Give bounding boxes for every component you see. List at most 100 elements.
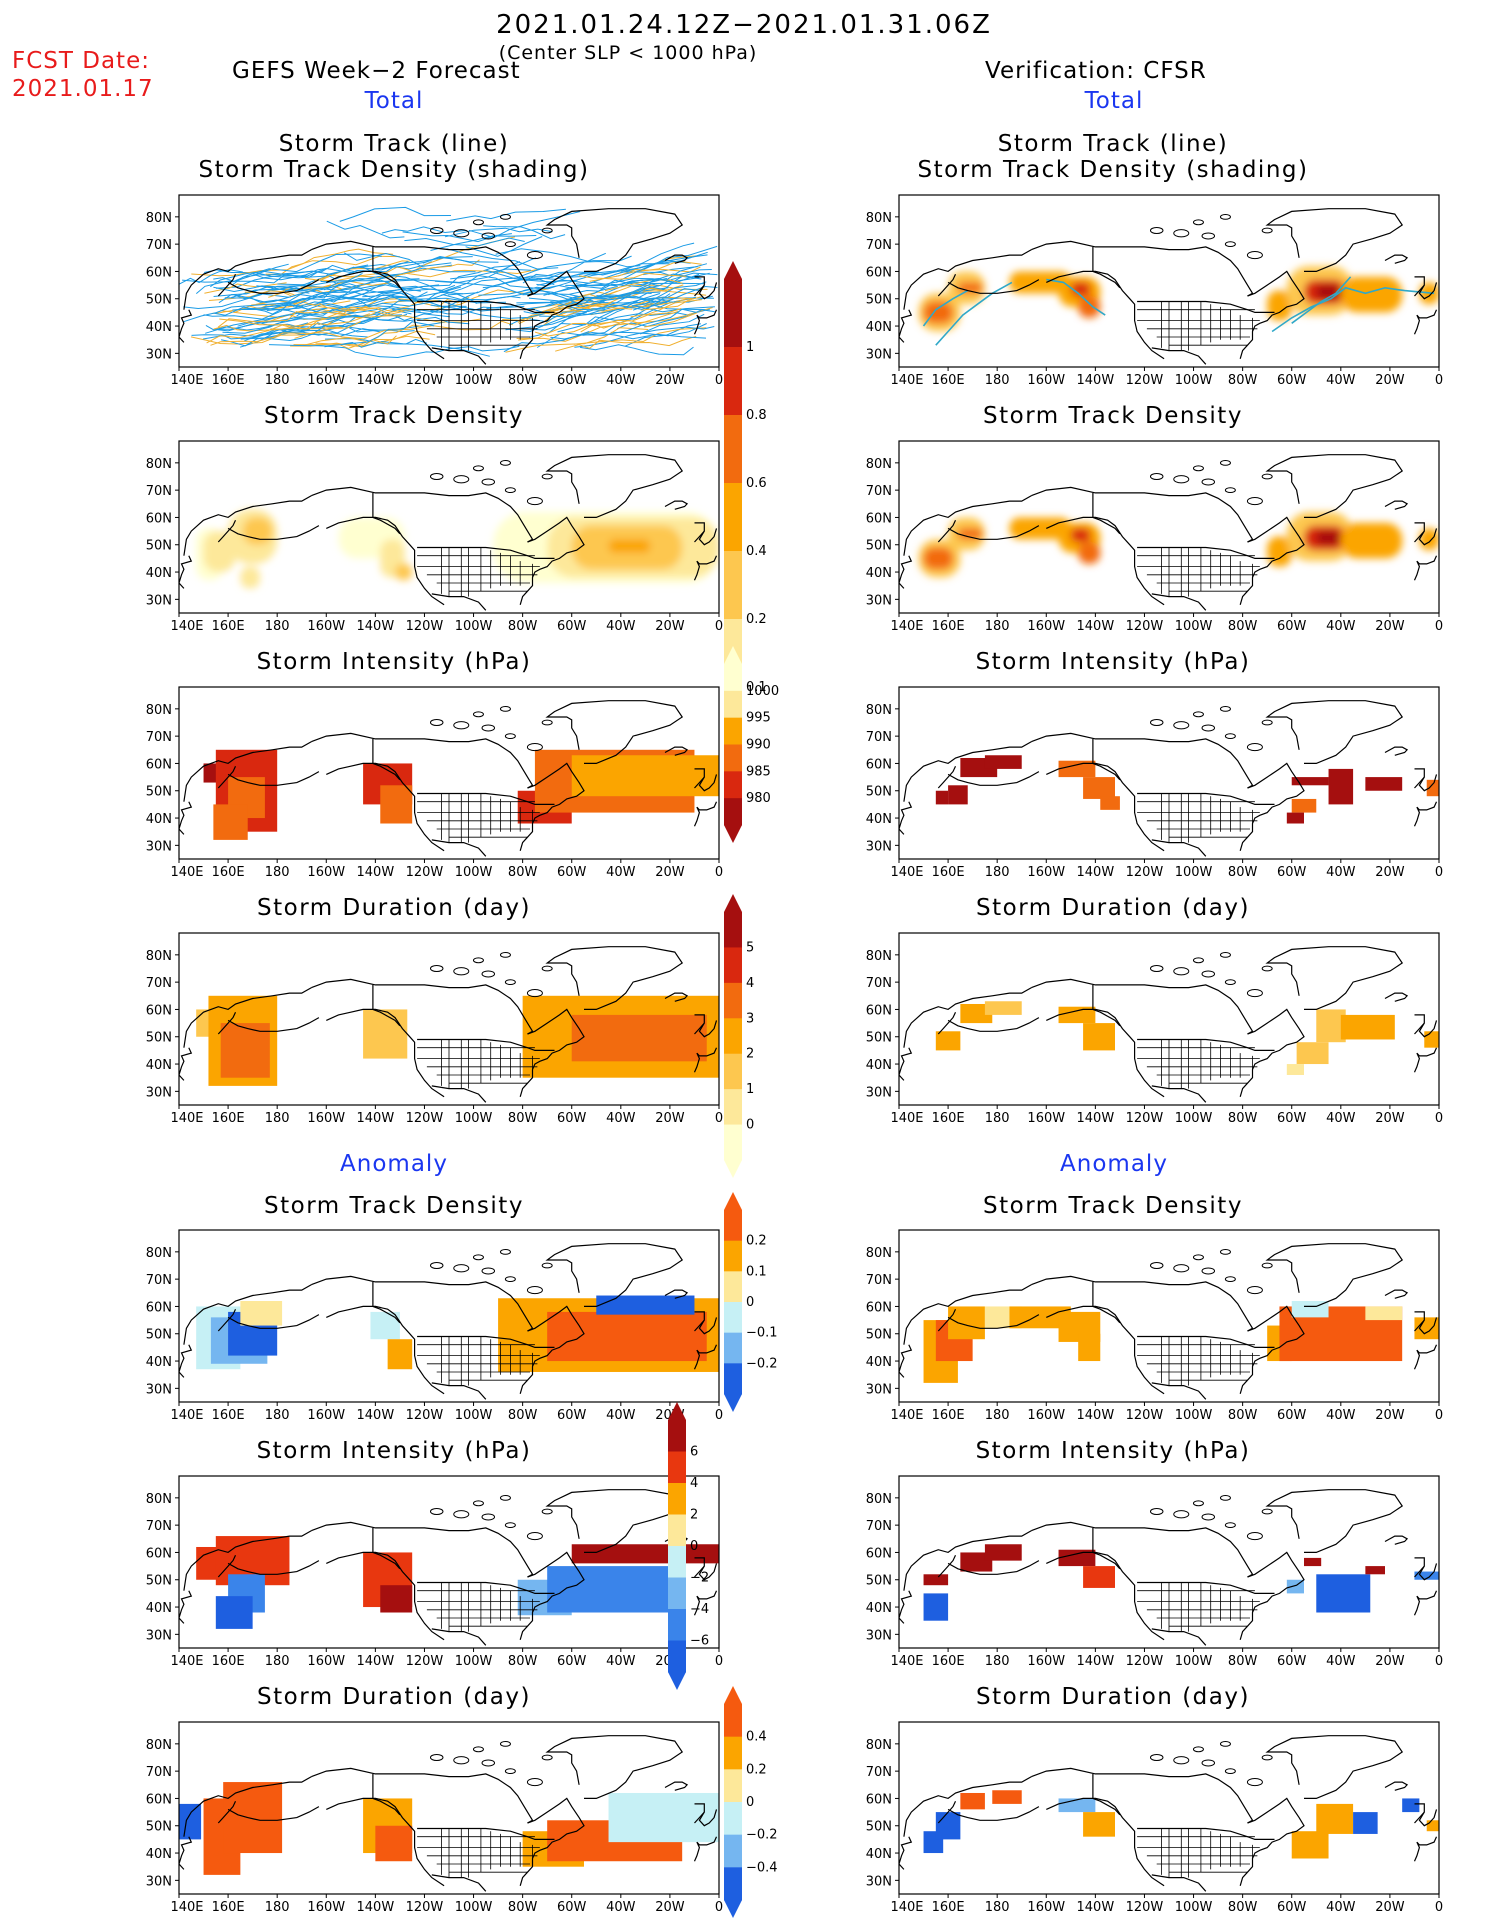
section-anomaly-right: Anomaly — [1060, 1151, 1168, 1177]
storm-track-line — [203, 297, 311, 320]
lon-tick-label: 160E — [212, 1654, 245, 1669]
colorbar-segment — [724, 1363, 742, 1395]
shaded-cell — [960, 1003, 993, 1024]
lon-tick-label: 40W — [1326, 1654, 1356, 1669]
colorbar-segment — [724, 1210, 742, 1242]
coastline — [1414, 1014, 1438, 1038]
storm-track-line — [615, 251, 708, 284]
coastline — [693, 806, 701, 827]
coastline — [417, 1038, 555, 1052]
storm-track-line — [191, 328, 305, 340]
island-outline — [1192, 711, 1204, 718]
island-outline — [481, 1759, 496, 1767]
coastline — [1137, 1827, 1275, 1841]
colorbar-segment — [668, 1577, 686, 1610]
island-outline — [1219, 1248, 1231, 1255]
shaded-region — [1267, 290, 1292, 321]
coastline — [1416, 1047, 1438, 1057]
lon-tick-label: 160E — [212, 619, 245, 634]
coastline — [694, 1014, 718, 1038]
lat-tick-label: 30N — [146, 839, 172, 854]
lon-tick-label: 160W — [1027, 619, 1065, 634]
storm-track-line — [639, 313, 705, 335]
coastline — [1239, 1008, 1305, 1097]
shaded-cell — [1328, 768, 1354, 805]
lon-tick-label: 140E — [170, 1111, 203, 1126]
lon-tick-label: 140W — [357, 1900, 395, 1915]
coastline — [1384, 992, 1409, 1002]
coastline — [326, 1008, 445, 1098]
island-outline — [1173, 1756, 1190, 1765]
lat-tick-label: 40N — [146, 566, 172, 581]
colorbar-label: 2 — [746, 1047, 754, 1062]
panel-title-track-density-left: Storm Track Density (shading) — [198, 157, 590, 183]
coastline — [431, 1628, 487, 1646]
island-outline — [453, 1510, 470, 1519]
map-frame — [178, 440, 720, 614]
shaded-cell — [1058, 1798, 1096, 1813]
storm-track-line — [402, 231, 512, 243]
panel-title-anom-duration-left: Storm Duration (day) — [257, 1684, 531, 1710]
lon-tick-label: 100W — [455, 373, 493, 388]
shaded-cell — [571, 1014, 707, 1062]
lon-tick-label: 60W — [1277, 865, 1307, 880]
colorbar-segment — [724, 982, 742, 1019]
lat-tick-label: 60N — [866, 757, 892, 772]
shaded-cell — [223, 1782, 283, 1854]
coastline — [903, 987, 1032, 1048]
coastline — [1239, 762, 1305, 851]
coastline — [217, 519, 237, 543]
island-outline — [499, 1740, 511, 1747]
coastline — [311, 1767, 534, 1824]
island-outline — [453, 721, 470, 730]
storm-track-line — [520, 298, 668, 331]
lat-tick-label: 50N — [866, 1820, 892, 1835]
colorbar-segment — [724, 1053, 742, 1090]
island-outline — [1192, 465, 1204, 472]
shaded-cell — [387, 1339, 413, 1370]
coastline — [372, 492, 401, 535]
coastline — [1414, 1565, 1425, 1578]
coastline — [1137, 1038, 1275, 1052]
coastline — [519, 270, 585, 359]
coastline — [372, 1527, 401, 1570]
shaded-region — [1340, 276, 1403, 313]
island-outline — [1201, 1759, 1216, 1767]
colorbar-label: −0.4 — [746, 1860, 778, 1875]
island-outline — [472, 465, 484, 472]
colorbar-segment — [724, 1736, 742, 1770]
section-anomaly-left: Anomaly — [340, 1151, 448, 1177]
coastline — [217, 765, 237, 789]
coastline — [545, 1489, 684, 1554]
coastline — [417, 300, 555, 314]
storm-track-line — [430, 305, 525, 315]
island-outline — [429, 964, 444, 972]
coastline — [664, 746, 689, 756]
island-outline — [1173, 475, 1190, 484]
map-anom-duration-verification: 140E 160E 180 160W 140W 120W 100W 80W 60W 40W 20W 0… — [843, 1720, 1443, 1916]
lat-tick-label: 40N — [146, 320, 172, 335]
lat-tick-label: 70N — [866, 730, 892, 745]
lat-tick-label: 30N — [146, 1382, 172, 1397]
storm-track-line — [277, 280, 381, 287]
island-outline — [1149, 226, 1164, 234]
storm-track-line — [465, 236, 543, 257]
coastline — [1416, 309, 1438, 319]
lon-tick-label: 120W — [1126, 373, 1164, 388]
storm-track-line — [1271, 286, 1435, 333]
panel-title-density-left: Storm Track Density — [264, 403, 524, 429]
verification-label: Verification: CFSR — [985, 58, 1207, 84]
lon-tick-label: 180 — [985, 619, 1010, 634]
island-outline — [481, 970, 496, 978]
fcst-date-label: FCST Date: — [12, 48, 150, 74]
coastline — [1031, 1767, 1254, 1824]
lon-tick-label: 60W — [557, 1111, 587, 1126]
lon-tick-label: 120W — [406, 373, 444, 388]
storm-track-line — [343, 252, 452, 268]
colorbar-segment — [724, 690, 742, 719]
island-outline — [1173, 229, 1190, 238]
storm-track-line — [615, 263, 708, 286]
lat-tick-label: 80N — [146, 1246, 172, 1261]
colorbar-segment — [724, 483, 742, 552]
lon-tick-label: 160W — [307, 619, 345, 634]
